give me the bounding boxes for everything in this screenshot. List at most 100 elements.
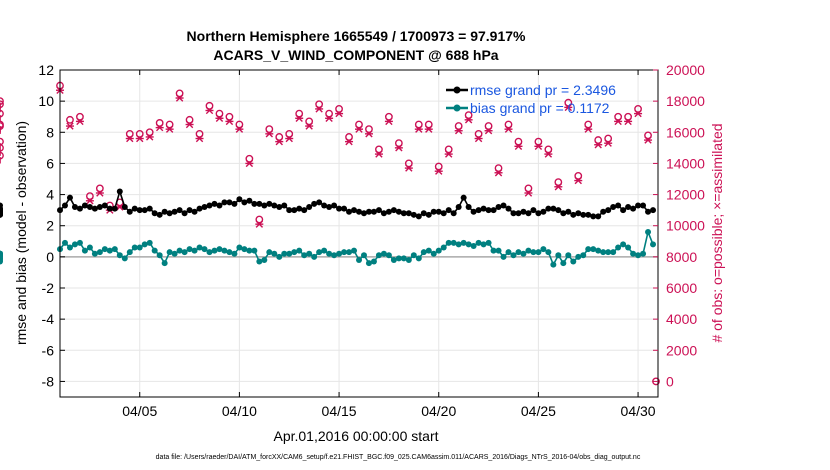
- obs-assimilated-point: [225, 117, 234, 126]
- bias-point: [525, 247, 532, 254]
- rmse-point: [460, 194, 467, 201]
- rmse-point: [570, 211, 577, 218]
- bias-point: [156, 252, 163, 259]
- obs-assimilated-point: [444, 150, 453, 158]
- rmse-point: [575, 210, 582, 217]
- chart-subtitle: ACARS_V_WIND_COMPONENT @ 688 hPa: [213, 47, 498, 63]
- rmse-point: [246, 197, 253, 204]
- obs-assimilated-point: [235, 125, 244, 133]
- y-left-tick-label-6: 4: [46, 187, 54, 203]
- rmse-point: [440, 210, 447, 217]
- obs-possible-point: [245, 154, 254, 163]
- bias-point: [116, 252, 123, 259]
- bias-point: [146, 239, 153, 246]
- obs-assimilated-point: [474, 134, 483, 143]
- rmse-point: [395, 208, 402, 215]
- obs-possible-point: [414, 120, 423, 129]
- obs-assimilated-point: [364, 130, 373, 138]
- data-file-footer: data file: /Users/raeder/DAI/ATM_forcXX/…: [156, 454, 641, 461]
- y-left-tick-label-4: 0: [46, 249, 54, 265]
- obs-possible-point: [275, 133, 284, 141]
- bias-point: [201, 246, 208, 253]
- obs-possible-point: [195, 129, 204, 138]
- bias-point: [101, 246, 108, 253]
- obs-assimilated-point: [384, 117, 393, 126]
- bias-point: [216, 246, 223, 253]
- bias-point: [445, 239, 452, 246]
- obs-possible-point: [0, 97, 4, 106]
- bias-point: [425, 247, 432, 254]
- obs-assimilated-point: [355, 125, 363, 133]
- rmse-point: [101, 202, 108, 209]
- bias-point: [415, 255, 422, 262]
- obs-assimilated-point: [414, 125, 423, 133]
- obs-possible-point: [404, 159, 413, 168]
- rmse-point: [535, 210, 542, 217]
- y-left-tick-label-3: -2: [42, 280, 55, 296]
- obs-possible-point: [594, 136, 603, 144]
- bias-point: [440, 244, 447, 251]
- bias-point: [500, 253, 507, 260]
- obs-assimilated-point: [345, 137, 354, 146]
- rmse-point: [425, 211, 432, 218]
- bias-point: [550, 261, 557, 268]
- bias-point: [311, 253, 318, 260]
- obs-possible-point: [584, 120, 593, 129]
- obs-assimilated-point: [424, 125, 433, 133]
- bias-point: [460, 239, 467, 246]
- rmse-point: [455, 204, 462, 211]
- rmse-point: [176, 207, 183, 214]
- bias-point: [435, 247, 442, 254]
- bias-point: [430, 250, 437, 257]
- obs-possible-point: [335, 105, 343, 113]
- rmse-point: [645, 208, 652, 215]
- obs-possible-point: [0, 100, 4, 109]
- bias-point: [231, 250, 238, 257]
- rmse-point: [505, 205, 512, 212]
- rmse-point: [236, 196, 243, 203]
- rmse-point: [201, 204, 208, 211]
- x-tick-label-1: 04/10: [222, 403, 257, 419]
- y-right-tick-label-1: 2000: [666, 342, 697, 358]
- bias-point: [351, 247, 358, 254]
- bias-point: [356, 256, 362, 263]
- rmse-point: [91, 205, 98, 212]
- rmse-point: [221, 199, 228, 206]
- bias-point: [520, 250, 527, 257]
- obs-possible-point: [265, 125, 274, 134]
- rmse-point: [61, 202, 68, 209]
- rmse-point: [470, 208, 477, 215]
- obs-assimilated-point: [634, 109, 643, 118]
- rmse-point: [530, 207, 537, 214]
- bias-point: [286, 250, 293, 257]
- bias-point: [645, 228, 652, 235]
- rmse-point: [81, 202, 88, 209]
- rmse-point: [490, 207, 497, 214]
- rmse-point: [96, 204, 103, 211]
- rmse-point: [356, 208, 362, 215]
- bias-point: [196, 244, 203, 251]
- rmse-point: [430, 208, 437, 215]
- obs-possible-point: [574, 171, 583, 180]
- obs-assimilated-point: [65, 122, 74, 130]
- obs-possible-point: [365, 125, 373, 134]
- obs-assimilated-point: [255, 220, 264, 228]
- bias-point: [510, 252, 517, 259]
- obs-possible-point: [205, 101, 214, 110]
- legend-bias-label: bias grand pr = 0.1172: [470, 100, 610, 116]
- rmse-point: [141, 207, 148, 214]
- obs-assimilated-point: [75, 117, 84, 126]
- bias-point: [370, 258, 377, 265]
- rmse-point: [321, 202, 328, 209]
- rmse-point: [296, 205, 303, 212]
- bias-point: [620, 241, 627, 248]
- bias-point: [121, 255, 128, 262]
- obs-possible-point: [66, 115, 74, 124]
- rmse-point: [281, 202, 288, 209]
- bias-point: [390, 256, 397, 263]
- rmse-point: [415, 213, 422, 220]
- rmse-point: [385, 208, 392, 215]
- obs-assimilated-point: [554, 183, 563, 191]
- rmse-point: [106, 205, 113, 212]
